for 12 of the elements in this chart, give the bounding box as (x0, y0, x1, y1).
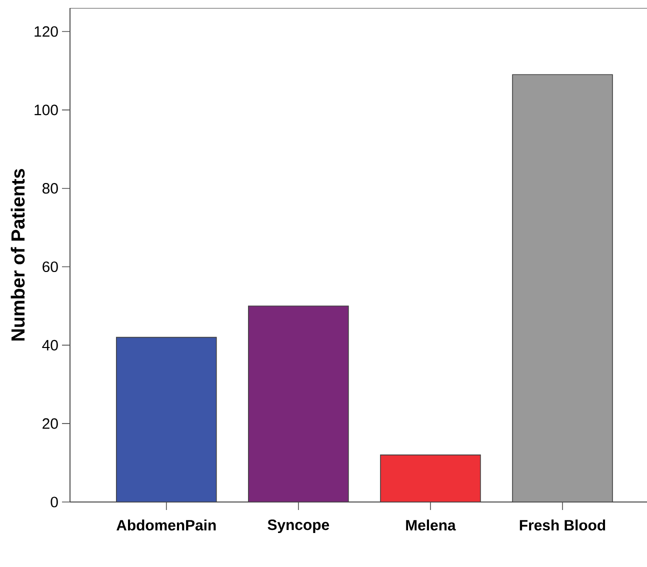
x-tick-label: AbdomenPain (116, 520, 216, 530)
y-axis-title: Number of Patients (10, 169, 25, 340)
x-tick-label: Syncope (268, 520, 330, 534)
x-tick-label: Melena (406, 520, 456, 530)
x-tick-label: Fresh Blood (520, 520, 606, 530)
y-tick-label: 20 (42, 418, 58, 429)
y-tick-label: 80 (42, 183, 58, 194)
y-tick-label: 40 (42, 340, 58, 350)
y-tick-label: 0 (50, 496, 58, 508)
y-tick-label: 100 (34, 104, 58, 116)
y-tick-label: 120 (34, 26, 58, 37)
y-tick-label: 60 (42, 261, 58, 272)
